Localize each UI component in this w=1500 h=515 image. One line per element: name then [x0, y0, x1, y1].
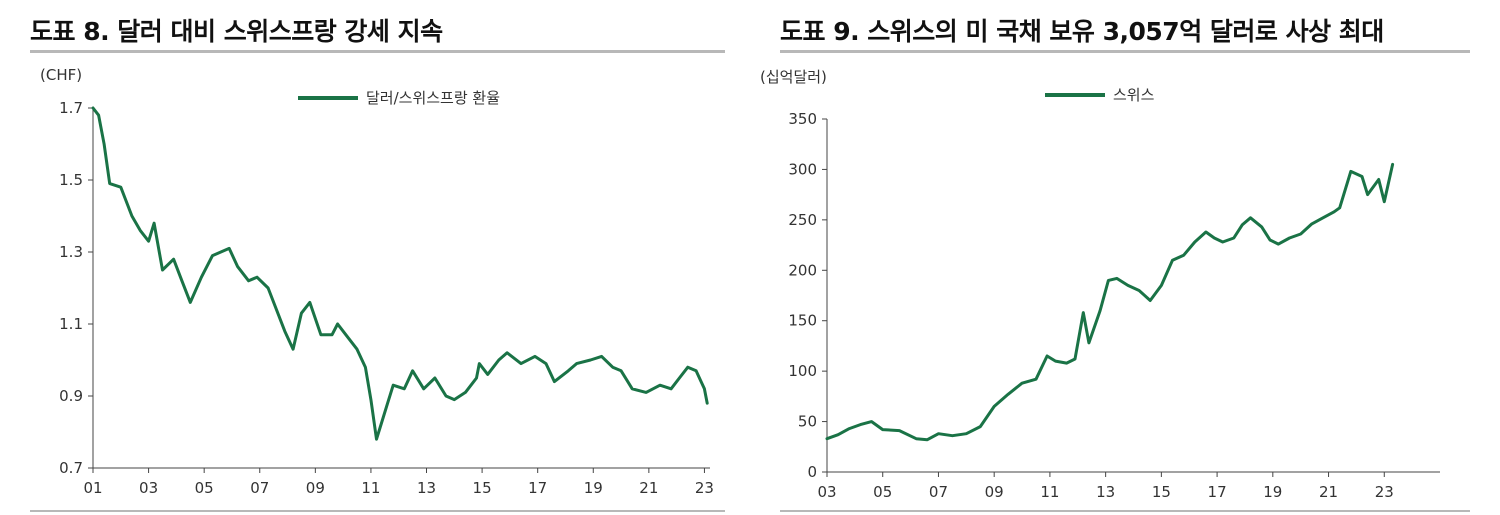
line-chart-left: 1.7 1.5 1.3 1.1 0.9 0.701 03 05 07 09 11 13 15 17 19 21…: [59, 89, 714, 497]
x-tick-label: 11: [1040, 483, 1059, 501]
x-tick-label: 03: [139, 479, 158, 497]
y-tick-label: 200: [788, 261, 817, 279]
y-tick-label: 1.3: [59, 243, 83, 261]
y-tick-label: 1.5: [59, 171, 83, 189]
series-line: [825, 162, 1395, 442]
x-tick-label: 03: [817, 483, 836, 501]
x-tick-label: 21: [1319, 483, 1338, 501]
y-tick-label: 100: [788, 362, 817, 380]
title-divider: [30, 50, 725, 53]
chart-panel-left: 도표 8. 달러 대비 스위스프랑 강세 지속 (CHF) 1.7 1.5 1.3 1…: [0, 0, 740, 515]
x-tick-label: 13: [1096, 483, 1115, 501]
x-tick-label: 11: [361, 479, 380, 497]
x-tick-label: 19: [1263, 483, 1282, 501]
y-tick-label: 0.9: [59, 387, 83, 405]
y-unit-label: (CHF): [40, 66, 83, 84]
line-chart-right: 350 300 250 200 150 100 50 003 05 07 09 11 13 15 17 19 2…: [788, 86, 1440, 501]
x-tick-label: 17: [1208, 483, 1227, 501]
bottom-divider: [30, 510, 725, 512]
x-tick-label: 19: [584, 479, 603, 497]
y-unit-label: (십억달러): [760, 68, 827, 86]
chart-title: 도표 9. 스위스의 미 국채 보유 3,057억 달러로 사상 최대: [780, 17, 1384, 46]
chart-title: 도표 8. 달러 대비 스위스프랑 강세 지속: [30, 17, 443, 46]
y-tick-label: 1.1: [59, 315, 83, 333]
y-tick-label: 1.7: [59, 99, 83, 117]
x-tick-label: 09: [985, 483, 1004, 501]
x-tick-label: 23: [695, 479, 714, 497]
y-tick-label: 150: [788, 312, 817, 330]
y-tick-label: 50: [798, 413, 817, 431]
x-tick-label: 09: [306, 479, 325, 497]
legend-label: 스위스: [1113, 86, 1155, 104]
x-tick-label: 15: [473, 479, 492, 497]
y-tick-label: 350: [788, 110, 817, 128]
x-tick-label: 01: [83, 479, 102, 497]
x-tick-label: 07: [929, 483, 948, 501]
x-tick-label: 07: [250, 479, 269, 497]
x-tick-label: 05: [873, 483, 892, 501]
y-tick-label: 250: [788, 211, 817, 229]
title-divider: [780, 50, 1470, 53]
x-tick-label: 05: [195, 479, 214, 497]
y-tick-label: 0.7: [59, 459, 83, 477]
x-tick-label: 13: [417, 479, 436, 497]
x-tick-label: 21: [639, 479, 658, 497]
y-tick-label: 300: [788, 160, 817, 178]
x-tick-label: 17: [528, 479, 547, 497]
chart-panel-right: 도표 9. 스위스의 미 국채 보유 3,057억 달러로 사상 최대 (십억달…: [750, 0, 1500, 515]
x-tick-label: 23: [1375, 483, 1394, 501]
series-line: [91, 106, 709, 441]
x-tick-label: 15: [1152, 483, 1171, 501]
y-tick-label: 0: [807, 463, 817, 481]
legend-label: 달러/스위스프랑 환율: [366, 89, 500, 107]
bottom-divider: [780, 510, 1470, 512]
